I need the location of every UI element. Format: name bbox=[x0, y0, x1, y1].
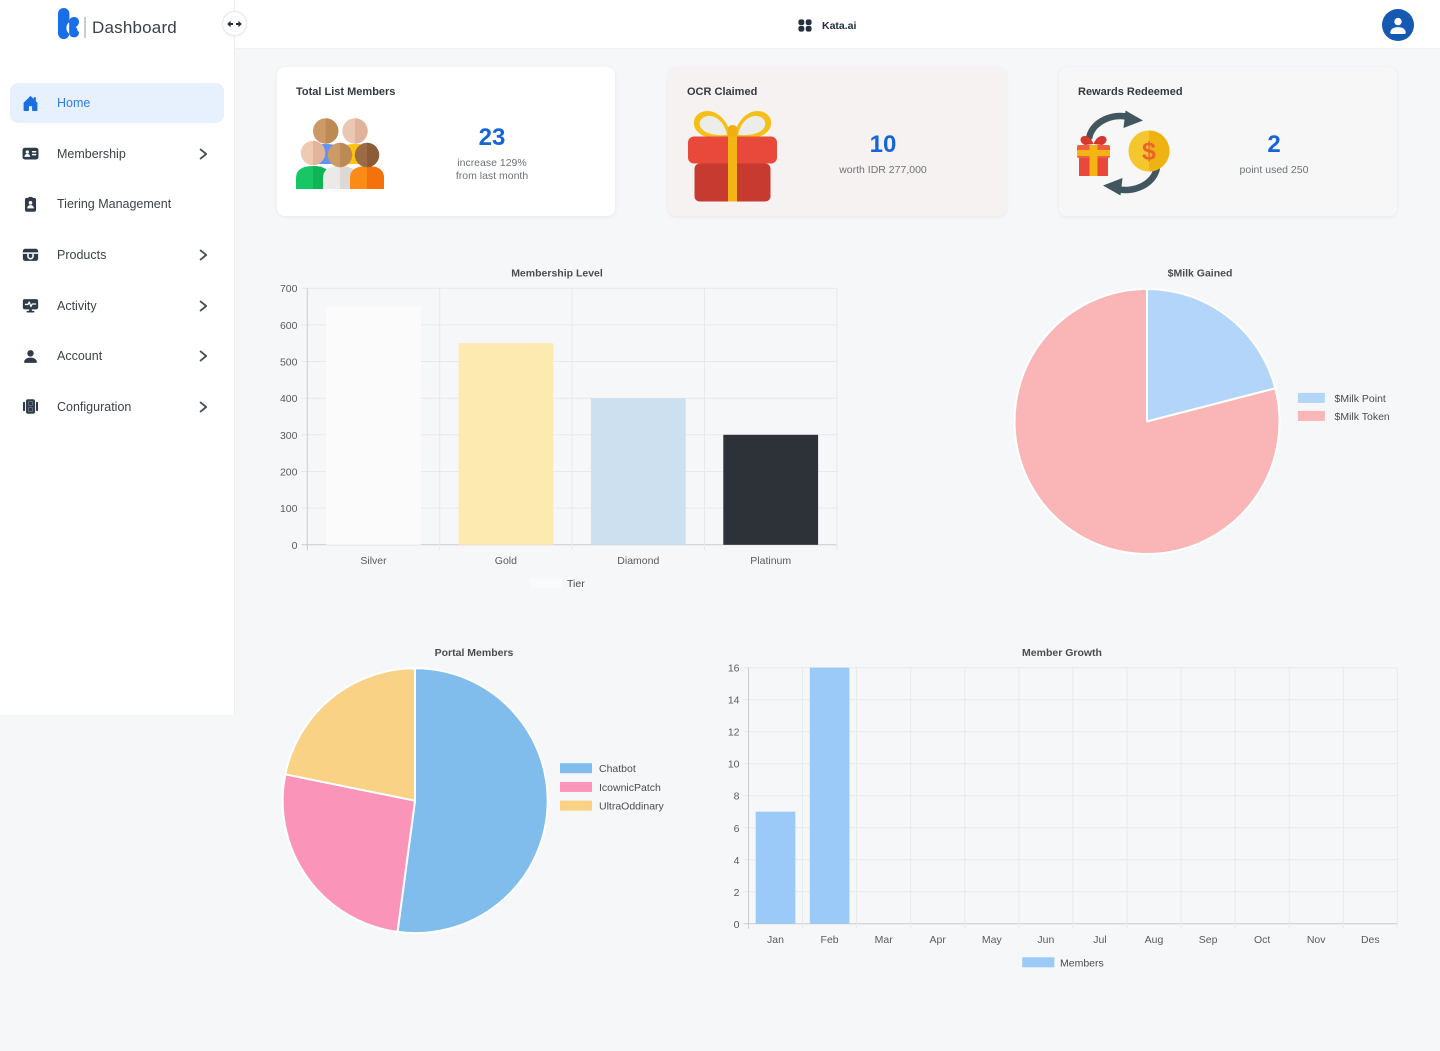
svg-text:$: $ bbox=[1142, 138, 1156, 166]
svg-text:Mar: Mar bbox=[875, 934, 894, 946]
svg-text:400: 400 bbox=[280, 393, 298, 405]
svg-text:500: 500 bbox=[280, 357, 298, 369]
svg-text:12: 12 bbox=[728, 727, 740, 739]
svg-text:2: 2 bbox=[734, 887, 740, 899]
svg-text:Silver: Silver bbox=[360, 555, 387, 567]
svg-text:14: 14 bbox=[728, 695, 740, 707]
svg-text:$Milk Point: $Milk Point bbox=[1335, 393, 1386, 405]
svg-text:16: 16 bbox=[728, 663, 740, 675]
svg-text:700: 700 bbox=[280, 283, 298, 295]
svg-text:Feb: Feb bbox=[821, 934, 839, 946]
svg-text:300: 300 bbox=[280, 430, 298, 442]
svg-text:Member Growth: Member Growth bbox=[1022, 647, 1102, 659]
svg-text:Apr: Apr bbox=[930, 934, 947, 946]
svg-text:600: 600 bbox=[280, 320, 298, 332]
svg-text:$Milk Token: $Milk Token bbox=[1335, 411, 1390, 423]
svg-text:Chatbot: Chatbot bbox=[599, 763, 636, 775]
svg-text:$Milk Gained: $Milk Gained bbox=[1168, 268, 1233, 280]
svg-text:Des: Des bbox=[1361, 934, 1380, 946]
svg-text:10: 10 bbox=[728, 759, 740, 771]
svg-text:Oct: Oct bbox=[1254, 934, 1270, 946]
svg-text:Portal Members: Portal Members bbox=[435, 647, 514, 659]
svg-text:May: May bbox=[982, 934, 1003, 946]
svg-text:0: 0 bbox=[292, 540, 298, 552]
svg-text:Tier: Tier bbox=[567, 578, 585, 590]
svg-text:0: 0 bbox=[734, 919, 740, 931]
svg-text:200: 200 bbox=[280, 467, 298, 479]
svg-text:Diamond: Diamond bbox=[617, 555, 659, 567]
svg-text:Aug: Aug bbox=[1145, 934, 1164, 946]
svg-text:Platinum: Platinum bbox=[750, 555, 791, 567]
svg-text:Jun: Jun bbox=[1037, 934, 1054, 946]
svg-text:Sep: Sep bbox=[1199, 934, 1218, 946]
svg-text:IcownicPatch: IcownicPatch bbox=[599, 782, 661, 794]
svg-text:Jul: Jul bbox=[1093, 934, 1106, 946]
svg-text:Members: Members bbox=[1060, 958, 1104, 970]
svg-text:4: 4 bbox=[734, 855, 740, 867]
svg-text:100: 100 bbox=[280, 503, 298, 515]
svg-text:6: 6 bbox=[734, 823, 740, 835]
svg-text:Membership Level: Membership Level bbox=[511, 268, 603, 280]
svg-text:UltraOddinary: UltraOddinary bbox=[599, 801, 665, 813]
svg-text:Nov: Nov bbox=[1307, 934, 1326, 946]
svg-text:Gold: Gold bbox=[495, 555, 517, 567]
svg-text:Jan: Jan bbox=[767, 934, 784, 946]
svg-text:8: 8 bbox=[734, 791, 740, 803]
